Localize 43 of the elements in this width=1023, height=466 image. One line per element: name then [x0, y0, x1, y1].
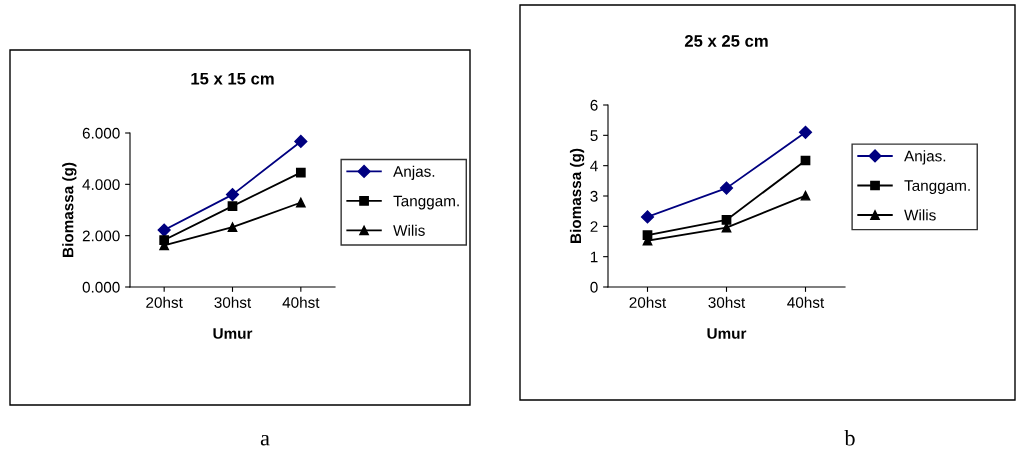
x-tick-label: 30hst	[214, 296, 252, 308]
point	[227, 222, 238, 233]
y-tick-label: 3	[590, 190, 598, 202]
y-axis-title: Biomassa (g)	[62, 162, 77, 257]
text: b	[844, 429, 855, 446]
chart-title: 25 x 25 cm	[684, 35, 768, 47]
y-tick-label: 4	[590, 160, 598, 172]
x-tick-label: 40hst	[282, 296, 320, 308]
point	[294, 134, 308, 149]
y-tick-label: 0.000	[82, 281, 120, 293]
y-tick-label: 4.000	[82, 179, 120, 191]
point	[798, 125, 813, 139]
point	[157, 223, 171, 237]
point	[721, 215, 732, 225]
y-tick-label: 6	[590, 99, 598, 111]
point	[295, 197, 306, 208]
x-axis-title: Umur	[213, 328, 253, 339]
point	[640, 210, 655, 224]
x-tick-label: 20hst	[629, 296, 667, 308]
x-tick-label: 30hst	[708, 296, 746, 308]
chart-title: 15 x 15 cm	[191, 72, 274, 85]
legend-label: Wilis	[904, 209, 936, 221]
y-tick-label: 1	[590, 251, 598, 263]
y-tick-label: 6.000	[82, 127, 120, 139]
point	[800, 190, 811, 201]
legend-label: Wilis	[393, 224, 425, 236]
point	[295, 167, 306, 178]
x-tick-label: 40hst	[787, 296, 825, 308]
y-tick-label: 0	[590, 281, 598, 293]
x-axis-title: Umur	[707, 328, 747, 339]
y-tick-label: 2	[590, 221, 598, 232]
legend-label: Anjas.	[904, 150, 946, 165]
point	[227, 201, 238, 212]
legend-label: Anjas.	[393, 165, 435, 180]
point	[225, 188, 240, 202]
y-tick-label: 2.000	[82, 230, 120, 242]
x-tick-label: 20hst	[146, 296, 183, 308]
y-tick-label: 5	[590, 130, 598, 142]
point	[719, 181, 734, 195]
legend-label: Tanggam.	[393, 195, 459, 210]
legend-label: Tanggam.	[904, 180, 970, 195]
text: a	[260, 434, 270, 446]
y-axis-title: Biomassa (g)	[569, 148, 585, 243]
